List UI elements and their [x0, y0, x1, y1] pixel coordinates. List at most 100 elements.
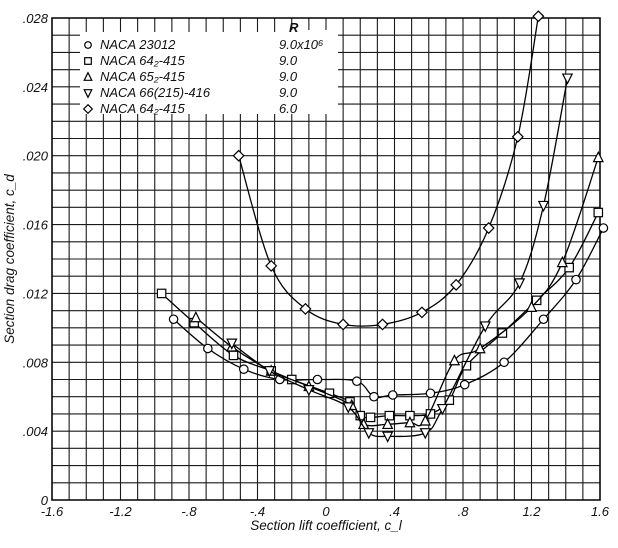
circle-marker-icon [239, 364, 249, 374]
square-marker-icon [156, 288, 167, 299]
triangle-up-marker-icon [448, 354, 461, 366]
y-tick-label: .004 [23, 424, 48, 439]
x-tick-label: 1.2 [522, 504, 541, 519]
diamond-marker-icon [511, 130, 524, 143]
circle-marker-icon [571, 274, 581, 285]
circle-marker-icon [459, 379, 470, 390]
triangle-down-marker-icon [83, 89, 93, 99]
triangle-up-marker-icon [556, 255, 568, 268]
legend-background [80, 32, 312, 114]
legend-entry-label: NACA 64₂-415 [100, 53, 185, 68]
square-marker-icon [84, 57, 92, 65]
legend-entry-label: NACA 23012 [100, 37, 176, 52]
square-marker-icon [365, 412, 376, 423]
y-tick-label: .020 [23, 149, 49, 164]
circle-marker-icon [312, 374, 323, 385]
square-marker-icon [593, 207, 604, 218]
diamond-marker-icon [450, 278, 463, 291]
plot-border [51, 17, 601, 501]
circle-marker-icon [387, 390, 398, 400]
x-axis-title: Section lift coefficient, c_l [250, 518, 403, 533]
circle-marker-icon [499, 357, 509, 368]
y-tick-label: .024 [23, 80, 48, 95]
triangle-down-marker-icon [419, 428, 431, 440]
x-tick-label: -.8 [181, 504, 197, 519]
legend-entry-r-value: 6.0 [279, 101, 298, 116]
y-tick-label: .012 [23, 286, 49, 301]
square-marker-icon [531, 295, 542, 306]
x-axis-ticks: -1.6 -1.2 -.8 -.4 0 .4 .8 1.2 1.6 [41, 504, 610, 519]
x-tick-label: 1.6 [591, 504, 610, 519]
legend-entry-r-value: 9.0 [279, 53, 298, 68]
series-square [156, 207, 604, 423]
series-curve [238, 16, 539, 327]
triangle-down-marker-icon [226, 338, 238, 350]
y-tick-label: .008 [23, 355, 49, 370]
square-marker-icon [564, 262, 574, 273]
data-series [156, 10, 609, 443]
legend-entry-r-value: 9.0 [279, 69, 298, 84]
legend-entry-label: NACA 65₂-415 [100, 69, 185, 84]
triangle-down-marker-icon [537, 200, 550, 213]
x-tick-label: 0 [322, 504, 330, 519]
diamond-marker-icon [232, 149, 245, 162]
triangle-up-marker-icon [592, 150, 604, 163]
y-tick-label: .016 [23, 218, 49, 233]
x-tick-label: -1.6 [41, 504, 64, 519]
diamond-marker-icon [482, 221, 495, 235]
y-tick-label: 0 [41, 493, 49, 508]
triangle-down-marker-icon [381, 431, 394, 443]
x-tick-label: -.4 [250, 504, 265, 519]
legend: R NACA 23012 9.0x10⁶ NACA 64₂-415 9.0 NACA 65… [80, 20, 338, 116]
x-tick-label: -1.2 [109, 504, 132, 519]
legend-entry-label: NACA 66(215)-416 [100, 85, 211, 100]
diamond-marker-icon [82, 103, 94, 115]
series-curve [161, 212, 599, 419]
legend-entry-r-value: 9.0x10⁶ [279, 37, 324, 52]
diamond-marker-icon [265, 259, 278, 272]
triangle-down-marker-icon [303, 385, 315, 397]
diamond-marker-icon [415, 306, 428, 319]
triangle-down-marker-icon [561, 73, 574, 85]
diamond-marker-icon [337, 318, 350, 331]
legend-r-header: R [289, 20, 299, 35]
x-tick-label: .4 [389, 504, 400, 519]
circle-marker-icon [598, 223, 609, 233]
circle-marker-icon [538, 314, 549, 325]
diamond-marker-icon [532, 10, 545, 23]
triangle-down-marker-icon [513, 278, 526, 290]
legend-r-background [278, 30, 338, 114]
diamond-marker-icon [376, 318, 389, 331]
triangle-up-marker-icon [474, 341, 486, 354]
legend-entry-r-value: 9.0 [279, 85, 298, 100]
series-curve [195, 157, 599, 427]
circle-marker-icon [84, 41, 92, 49]
circle-marker-icon [352, 376, 362, 387]
triangle-down-marker-icon [436, 403, 449, 416]
triangle-up-marker-icon [381, 417, 394, 430]
triangle-down-marker-icon [263, 366, 276, 378]
diamond-marker-icon [299, 302, 312, 315]
triangle-down-marker-icon [342, 402, 354, 414]
circle-marker-icon [203, 343, 213, 354]
circle-marker-icon [425, 388, 436, 399]
y-axis-ticks: 0 .004 .008 .012 .016 .020 .024 .028 [23, 11, 49, 508]
triangle-up-marker-icon [190, 310, 202, 323]
triangle-down-marker-icon [363, 428, 375, 440]
circle-marker-icon [168, 314, 179, 325]
triangle-down-marker-icon [479, 321, 491, 333]
plot-frame [51, 17, 601, 501]
x-tick-label: .8 [458, 504, 470, 519]
legend-entry-label: NACA 64₂-415 [100, 101, 185, 116]
triangle-up-marker-icon [525, 300, 538, 312]
y-tick-label: .028 [23, 11, 49, 26]
series-curve [173, 227, 604, 399]
circle-marker-icon [369, 391, 379, 402]
series-triangle-up [190, 150, 604, 430]
series-circle [168, 223, 609, 402]
series-triangle-down [226, 73, 574, 443]
series-diamond [232, 10, 545, 331]
triangle-up-marker-icon [404, 415, 416, 428]
triangle-up-marker-icon [419, 414, 431, 426]
